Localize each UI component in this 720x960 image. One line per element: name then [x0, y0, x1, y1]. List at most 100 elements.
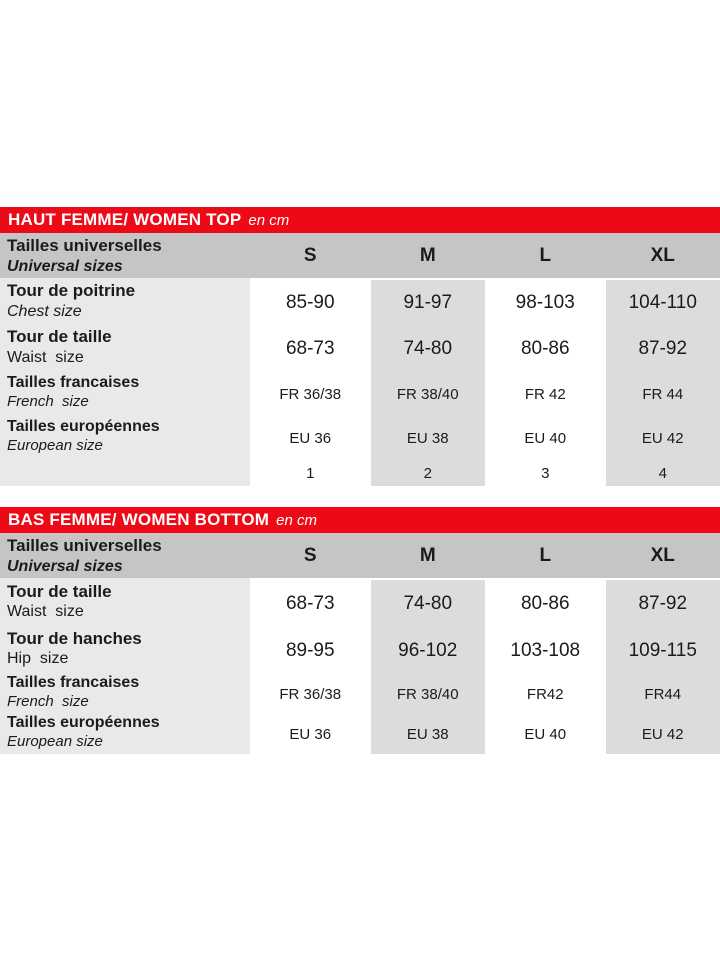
row-label-en: French size	[7, 392, 89, 410]
size-value-cell: EU 36	[289, 725, 332, 743]
size-value-cell: EU 42	[641, 725, 684, 743]
row-label-fr: Tour de taille	[7, 327, 112, 347]
row-label-waist: Tour de taille Waist size	[0, 324, 250, 370]
universal-sizes-label: Tailles universelles Universal sizes	[0, 533, 250, 578]
size-value-cell: EU 42	[641, 429, 684, 447]
size-column-headers: S M L XL	[250, 233, 720, 278]
size-value-cell: FR 36/38	[279, 685, 342, 703]
size-value-cell: 98-103	[515, 292, 575, 313]
row-label-waist: Tour de taille Waist size	[0, 578, 250, 625]
size-column-l: 80-86 103-108 FR42 EU 40	[488, 580, 603, 754]
size-table-body: Tour de taille Waist size Tour de hanche…	[0, 578, 720, 754]
size-value-cell: 80-86	[520, 338, 570, 359]
size-value-cell: FR 44	[642, 385, 684, 403]
table-unit-label: en cm	[248, 211, 290, 229]
size-value-cell: EU 40	[524, 429, 567, 447]
column-header-xl: XL	[650, 244, 675, 266]
size-column-l: 98-103 80-86 FR 42 EU 40 3	[488, 280, 603, 486]
row-label-hip: Tour de hanches Hip size	[0, 625, 250, 672]
table-title-bar: HAUT FEMME/ WOMEN TOP en cm	[0, 207, 720, 233]
size-value-cell: 80-86	[520, 592, 570, 614]
row-label-fr: Tailles européennes	[7, 417, 160, 435]
size-column-m: 74-80 96-102 FR 38/40 EU 38	[370, 580, 485, 754]
row-label-fr: Tour de taille	[7, 581, 112, 601]
size-value-cell: EU 38	[406, 429, 449, 447]
measurement-label-column: Tour de poitrine Chest size Tour de tail…	[0, 278, 250, 486]
row-label-number	[0, 458, 250, 484]
size-value-cell: EU 38	[406, 725, 449, 743]
size-column-s: 68-73 89-95 FR 36/38 EU 36	[253, 580, 368, 754]
row-label-fr: Tour de poitrine	[7, 281, 136, 301]
column-header-s: S	[303, 544, 317, 566]
measurement-label-column: Tour de taille Waist size Tour de hanche…	[0, 578, 250, 754]
row-label-european-size: Tailles européennes European size	[0, 712, 250, 752]
size-value-cell: 68-73	[285, 592, 335, 614]
row-label-fr: Tailles francaises	[7, 373, 140, 391]
row-label-fr: Tailles francaises	[7, 673, 140, 691]
size-header-row: Tailles universelles Universal sizes S M…	[0, 533, 720, 578]
size-value-cell: 85-90	[285, 292, 335, 313]
row-label-en: French size	[7, 692, 89, 710]
size-value-cell: 68-73	[285, 338, 335, 359]
size-value-cell: EU 36	[289, 429, 332, 447]
size-value-cell: 74-80	[403, 592, 453, 614]
size-column-m: 91-97 74-80 FR 38/40 EU 38 2	[370, 280, 485, 486]
row-label-fr: Tour de hanches	[7, 628, 142, 648]
row-label-fr: Tailles européennes	[7, 713, 160, 731]
row-label-en: European size	[7, 436, 103, 454]
universal-sizes-label-en: Universal sizes	[7, 558, 123, 576]
size-value-cell: 104-110	[628, 292, 697, 313]
size-value-cell: FR44	[644, 685, 682, 703]
size-value-cell: 87-92	[638, 592, 688, 614]
size-value-cell: 1	[306, 464, 315, 482]
table-title: HAUT FEMME/ WOMEN TOP	[8, 210, 242, 229]
size-table-body: Tour de poitrine Chest size Tour de tail…	[0, 278, 720, 486]
row-label-en: Hip size	[7, 650, 69, 668]
universal-sizes-label-fr: Tailles universelles	[7, 536, 162, 556]
row-label-en: Waist size	[7, 348, 84, 366]
row-label-en: Chest size	[7, 302, 82, 320]
size-value-cell: 96-102	[398, 639, 458, 661]
column-header-s: S	[303, 244, 317, 266]
universal-sizes-label: Tailles universelles Universal sizes	[0, 233, 250, 278]
size-value-cell: 91-97	[403, 292, 453, 313]
table-title: BAS FEMME/ WOMEN BOTTOM	[8, 510, 270, 529]
size-value-cell: 4	[658, 464, 667, 482]
size-value-cell: 87-92	[638, 338, 688, 359]
size-value-cell: 109-115	[628, 639, 697, 661]
table-unit-label: en cm	[276, 511, 318, 529]
size-column-xl: 87-92 109-115 FR44 EU 42	[605, 580, 720, 754]
size-value-cell: 103-108	[510, 639, 581, 661]
size-value-cell: 3	[541, 464, 550, 482]
column-header-m: M	[419, 244, 436, 266]
row-label-french-size: Tailles francaises French size	[0, 672, 250, 712]
size-value-cell: FR 36/38	[279, 385, 342, 403]
size-column-xl: 104-110 87-92 FR 44 EU 42 4	[605, 280, 720, 486]
row-label-european-size: Tailles européennes European size	[0, 414, 250, 458]
row-label-en: European size	[7, 732, 103, 750]
size-value-cell: FR 38/40	[396, 385, 459, 403]
row-label-chest: Tour de poitrine Chest size	[0, 278, 250, 324]
size-value-cell: 89-95	[285, 639, 335, 661]
size-table-women-top: HAUT FEMME/ WOMEN TOP en cm Tailles univ…	[0, 207, 720, 486]
column-header-xl: XL	[650, 544, 675, 566]
size-column-headers: S M L XL	[250, 533, 720, 578]
size-value-cell: FR 42	[524, 385, 566, 403]
size-value-cell: FR42	[526, 685, 564, 703]
column-header-m: M	[419, 544, 436, 566]
size-value-cell: 74-80	[403, 338, 453, 359]
column-header-l: L	[539, 544, 552, 566]
size-value-cell: EU 40	[524, 725, 567, 743]
size-column-s: 85-90 68-73 FR 36/38 EU 36 1	[253, 280, 368, 486]
size-table-women-bottom: BAS FEMME/ WOMEN BOTTOM en cm Tailles un…	[0, 507, 720, 754]
universal-sizes-label-en: Universal sizes	[7, 258, 123, 276]
table-title-bar: BAS FEMME/ WOMEN BOTTOM en cm	[0, 507, 720, 533]
column-header-l: L	[539, 244, 552, 266]
universal-sizes-label-fr: Tailles universelles	[7, 236, 162, 256]
row-label-french-size: Tailles francaises French size	[0, 370, 250, 414]
size-value-cell: 2	[423, 464, 432, 482]
row-label-en: Waist size	[7, 603, 84, 621]
size-value-cell: FR 38/40	[396, 685, 459, 703]
size-header-row: Tailles universelles Universal sizes S M…	[0, 233, 720, 278]
